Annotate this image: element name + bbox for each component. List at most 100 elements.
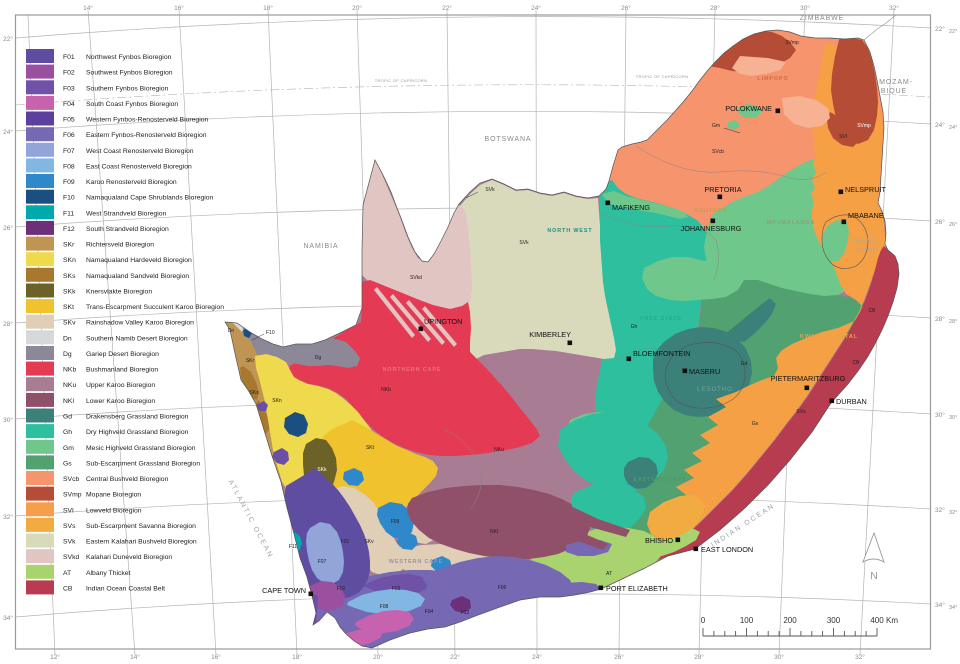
svg-text:F08: F08 (380, 604, 389, 610)
svg-text:SVmp: SVmp (63, 492, 82, 499)
svg-text:22°: 22° (949, 29, 957, 35)
svg-text:Mesic Highveld Grassland Biore: Mesic Highveld Grassland Bioregion (86, 445, 196, 452)
svg-text:F04: F04 (63, 101, 75, 108)
svg-text:24°: 24° (3, 128, 13, 136)
svg-text:26°: 26° (3, 224, 13, 232)
svg-text:F07: F07 (318, 559, 327, 565)
svg-text:CB: CB (63, 585, 73, 592)
svg-text:BHISHO: BHISHO (645, 536, 673, 545)
svg-text:24°: 24° (532, 653, 542, 661)
svg-text:BLOEMFONTEIN: BLOEMFONTEIN (633, 349, 691, 358)
svg-text:F09: F09 (391, 519, 400, 525)
svg-text:MBABANE: MBABANE (848, 211, 884, 220)
svg-text:34°: 34° (949, 605, 957, 611)
svg-text:Richtersveld Bioregion: Richtersveld Bioregion (86, 242, 154, 249)
svg-text:Namaqualand Sandveld Bioregion: Namaqualand Sandveld Bioregion (86, 273, 189, 280)
svg-text:PORT ELIZABETH: PORT ELIZABETH (606, 584, 668, 593)
svg-text:Dn: Dn (228, 328, 235, 334)
svg-text:30°: 30° (800, 4, 810, 12)
svg-text:22°: 22° (442, 4, 452, 12)
svg-text:30°: 30° (949, 415, 957, 421)
svg-text:18°: 18° (292, 653, 302, 661)
svg-text:14°: 14° (130, 653, 140, 661)
svg-text:16°: 16° (211, 653, 221, 661)
svg-text:Dry Highveld Grassland Bioregi: Dry Highveld Grassland Bioregion (86, 429, 189, 436)
svg-text:26°: 26° (949, 222, 957, 228)
svg-text:Northwest Fynbos Bioregion: Northwest Fynbos Bioregion (86, 54, 172, 61)
svg-text:UPINGTON: UPINGTON (424, 317, 462, 326)
svg-text:SKn: SKn (272, 398, 282, 404)
svg-text:SKs: SKs (249, 390, 259, 396)
svg-text:SVcb: SVcb (712, 149, 724, 155)
svg-text:22°: 22° (3, 35, 13, 43)
svg-text:24°: 24° (935, 121, 945, 129)
svg-text:NKl: NKl (490, 529, 498, 535)
svg-text:F12: F12 (461, 610, 470, 616)
svg-text:DURBAN: DURBAN (836, 397, 867, 406)
svg-text:Mopane Bioregion: Mopane Bioregion (86, 492, 141, 499)
svg-text:28°: 28° (710, 4, 720, 12)
svg-text:NKu: NKu (494, 447, 504, 453)
svg-text:Dg: Dg (315, 355, 322, 361)
svg-text:Dg: Dg (63, 351, 72, 358)
svg-text:Eastern Fynbos-Renosterveld Bi: Eastern Fynbos-Renosterveld Bioregion (86, 132, 207, 139)
svg-text:F07: F07 (63, 148, 75, 155)
svg-text:F08: F08 (63, 163, 75, 170)
svg-text:GAUTENG: GAUTENG (694, 208, 727, 214)
svg-text:BOTSWANA: BOTSWANA (485, 136, 532, 143)
svg-text:TROPIC OF CAPRICORN: TROPIC OF CAPRICORN (636, 74, 689, 79)
svg-text:34°: 34° (3, 614, 13, 622)
svg-text:NKu: NKu (63, 382, 76, 389)
svg-text:28°: 28° (3, 320, 13, 328)
svg-text:AT: AT (606, 571, 612, 577)
svg-text:Lower Karoo Bioregion: Lower Karoo Bioregion (86, 398, 155, 405)
svg-text:F02: F02 (337, 586, 346, 592)
svg-text:22°: 22° (450, 653, 460, 661)
svg-text:SVl: SVl (63, 507, 74, 514)
svg-text:SVk: SVk (63, 539, 76, 546)
svg-text:400: 400 (870, 616, 884, 625)
svg-text:26°: 26° (621, 4, 631, 12)
svg-text:Gh: Gh (63, 429, 72, 436)
svg-text:JOHANNESBURG: JOHANNESBURG (681, 224, 742, 233)
svg-text:SVs: SVs (796, 409, 806, 415)
svg-text:NKb: NKb (63, 367, 76, 374)
svg-text:SVs: SVs (63, 523, 76, 530)
svg-text:SVk: SVk (519, 240, 529, 246)
svg-text:EASTERN CAPE: EASTERN CAPE (633, 477, 686, 483)
svg-text:34°: 34° (935, 601, 945, 609)
svg-text:200: 200 (783, 616, 797, 625)
svg-text:CAPE TOWN: CAPE TOWN (262, 586, 306, 595)
svg-text:32°: 32° (855, 653, 865, 661)
svg-text:MPUMALANGA: MPUMALANGA (767, 220, 816, 226)
svg-text:Western Fynbos-Renosterveld Bi: Western Fynbos-Renosterveld Bioregion (86, 117, 208, 124)
svg-text:SVkd: SVkd (63, 554, 79, 561)
svg-text:MOZAM-: MOZAM- (879, 79, 913, 86)
svg-text:South Coast Fynbos Bioregion: South Coast Fynbos Bioregion (86, 101, 178, 108)
svg-text:F01: F01 (63, 54, 75, 61)
svg-text:SVmp: SVmp (857, 123, 871, 129)
svg-text:SKv: SKv (364, 539, 374, 545)
svg-text:SVl: SVl (839, 134, 847, 140)
svg-text:NELSPRUIT: NELSPRUIT (845, 185, 886, 194)
svg-text:30°: 30° (935, 411, 945, 419)
svg-text:LIMPOPO: LIMPOPO (757, 76, 788, 82)
svg-text:12°: 12° (50, 653, 60, 661)
svg-text:F05: F05 (63, 117, 75, 124)
svg-text:28°: 28° (935, 315, 945, 323)
svg-text:CB: CB (853, 360, 861, 366)
svg-text:East Coast Renosterveld Bioreg: East Coast Renosterveld Bioregion (86, 163, 192, 170)
svg-text:Lowveld Bioregion: Lowveld Bioregion (86, 507, 142, 514)
svg-text:20°: 20° (373, 653, 383, 661)
svg-text:32°: 32° (3, 513, 13, 521)
svg-text:30°: 30° (774, 653, 784, 661)
svg-text:Gs: Gs (63, 460, 72, 467)
svg-text:Gariep Desert Bioregion: Gariep Desert Bioregion (86, 351, 159, 358)
svg-text:ZIMBABWE: ZIMBABWE (800, 15, 845, 22)
svg-text:28°: 28° (949, 319, 957, 325)
svg-text:MAFIKENG: MAFIKENG (612, 203, 650, 212)
svg-text:F12: F12 (63, 226, 75, 233)
svg-text:FREE STATE: FREE STATE (640, 316, 682, 322)
svg-text:NAMIBIA: NAMIBIA (303, 243, 338, 250)
svg-text:F06: F06 (63, 132, 75, 139)
